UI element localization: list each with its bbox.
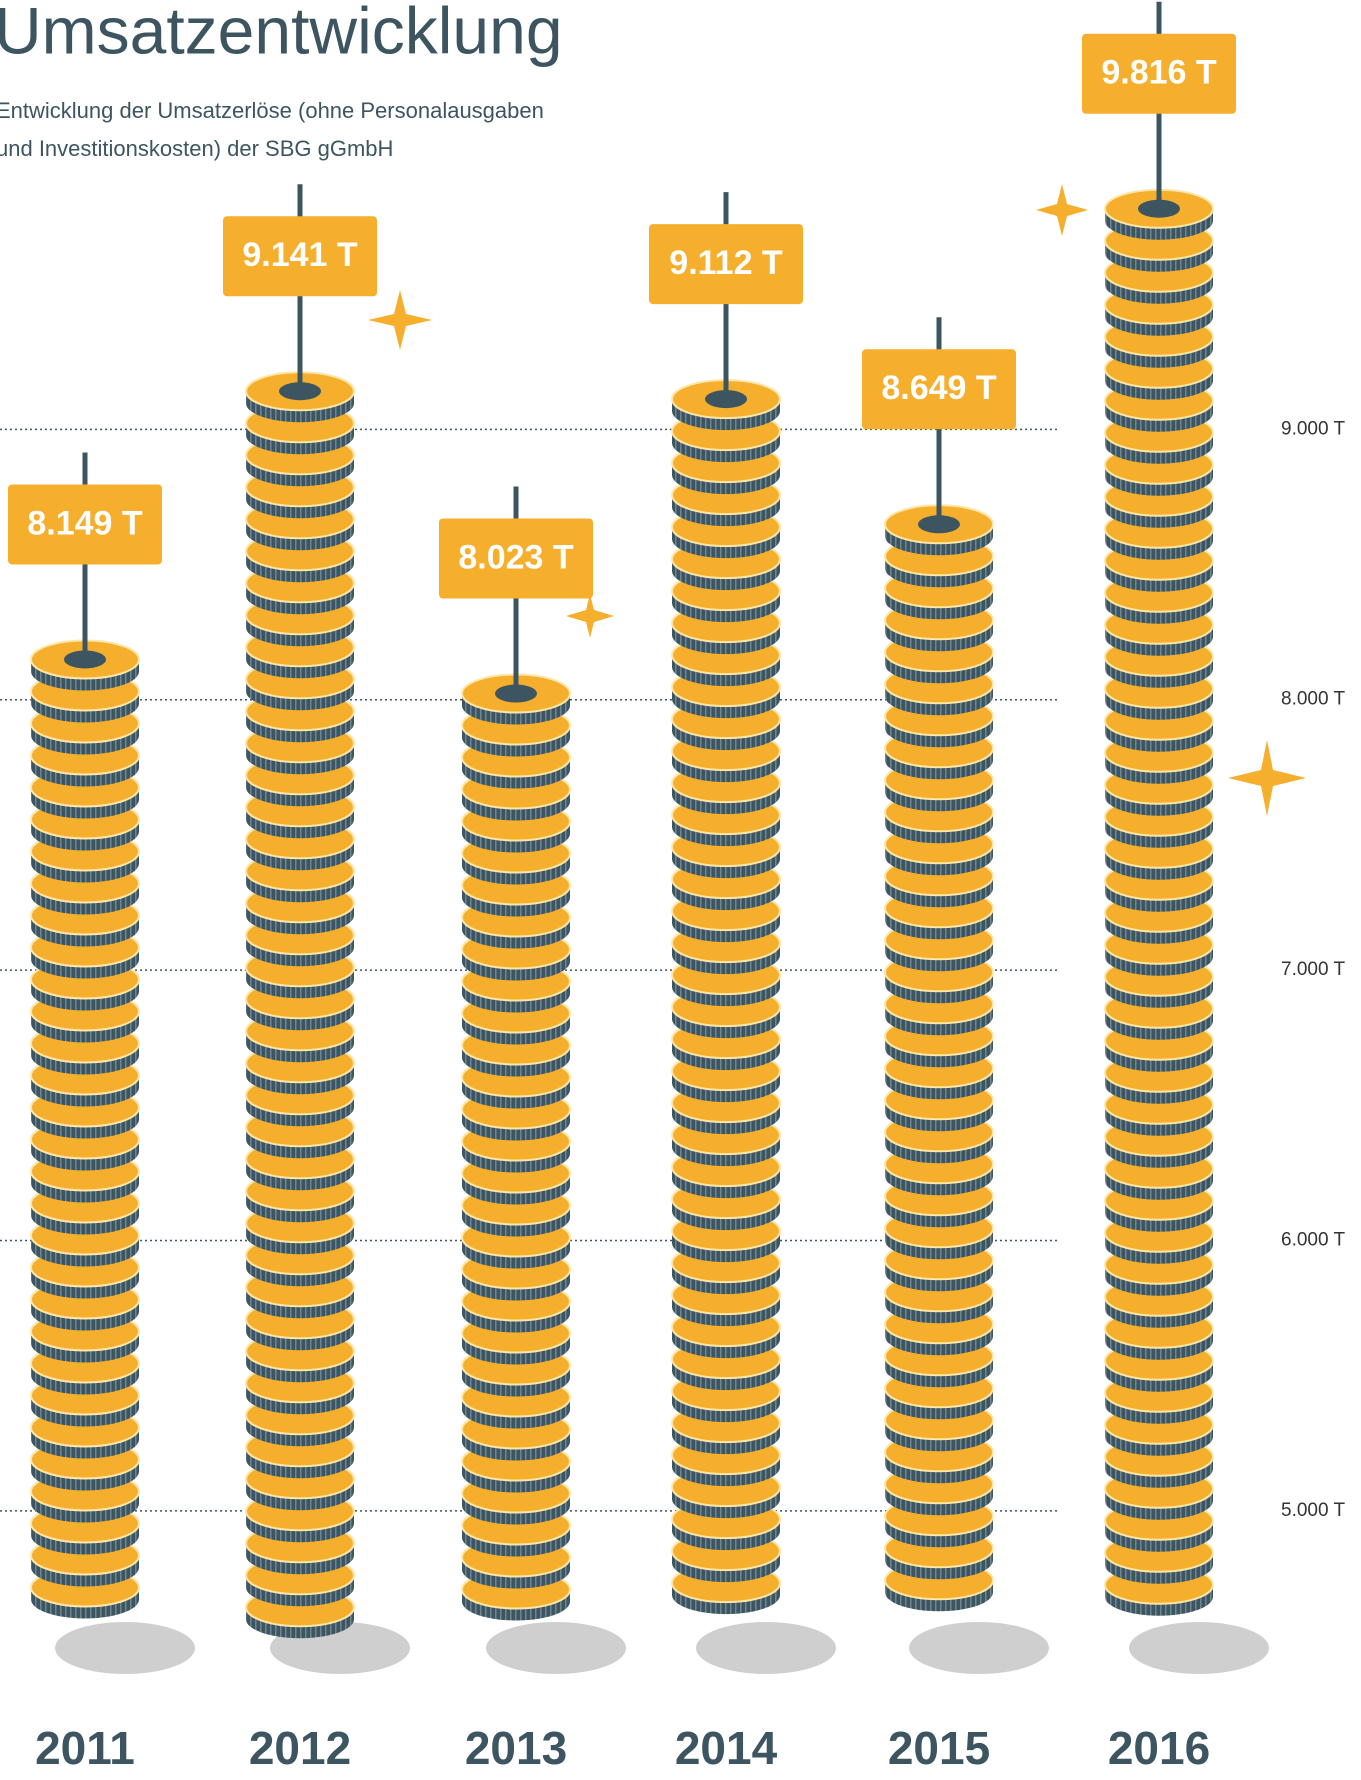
value-label: 8.023 T	[458, 538, 574, 576]
y-tick-label: 7.000 T	[1281, 959, 1345, 980]
sparkle	[368, 290, 432, 350]
chart-title: Umsatzentwicklung	[0, 0, 563, 67]
x-tick-label: 2014	[675, 1722, 778, 1774]
y-tick-label: 5.000 T	[1281, 1500, 1345, 1521]
coin-shadow	[1129, 1622, 1269, 1674]
coin-stack: 8.149 T	[8, 452, 195, 1674]
coin-shadow	[909, 1622, 1049, 1674]
x-tick-label: 2011	[35, 1722, 135, 1774]
value-label: 9.141 T	[242, 236, 358, 274]
value-label: 9.816 T	[1101, 54, 1217, 92]
sparkle	[1036, 184, 1088, 236]
coin-stack: 8.023 T	[439, 487, 626, 1674]
subtitle: und Investitionskosten) der SBG gGmbH	[0, 136, 393, 161]
subtitle: Entwicklung der Umsatzerlöse (ohne Perso…	[0, 98, 544, 123]
x-tick-label: 2016	[1108, 1722, 1210, 1774]
x-tick-label: 2013	[465, 1722, 567, 1774]
coin-stack: 9.816 T	[1082, 2, 1269, 1674]
coin-shadow	[486, 1622, 626, 1674]
coin-shadow	[696, 1622, 836, 1674]
coin-stack: 9.141 T	[223, 184, 410, 1674]
y-tick-label: 9.000 T	[1281, 418, 1345, 439]
coin-stack: 9.112 T	[649, 192, 836, 1674]
x-tick-label: 2012	[249, 1722, 351, 1774]
page: {"chart_data": { "type": "coin-stack", "…	[0, 0, 1361, 1780]
chart: Umsatzentwicklung Entwicklung der Umsatz…	[0, 0, 1361, 1780]
y-tick-label: 8.000 T	[1281, 689, 1345, 710]
x-tick-label: 2015	[888, 1722, 990, 1774]
coin-shadow	[55, 1622, 195, 1674]
coin-stack: 8.649 T	[862, 317, 1049, 1674]
value-label: 9.112 T	[669, 244, 783, 282]
value-label: 8.149 T	[27, 504, 143, 542]
sparkle	[566, 594, 614, 638]
sparkle	[1228, 740, 1306, 816]
value-label: 8.649 T	[881, 369, 997, 407]
y-tick-label: 6.000 T	[1281, 1229, 1345, 1250]
